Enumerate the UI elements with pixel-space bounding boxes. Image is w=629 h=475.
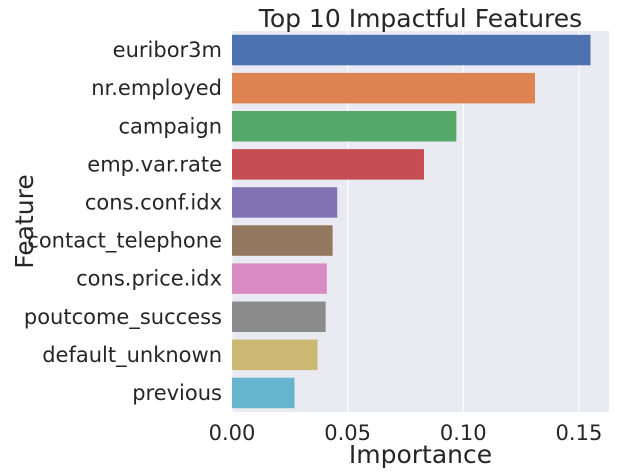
bar-cons-price-idx [232, 263, 327, 294]
bar-cons-conf-idx [232, 187, 338, 218]
x-tick-label: 0.15 [556, 421, 603, 445]
bar-euribor3m [232, 34, 591, 66]
y-tick-label: cons.price.idx [76, 267, 222, 291]
bar-previous [232, 377, 295, 409]
bar-poutcome-success [232, 301, 326, 332]
y-tick-label: contact_telephone [27, 229, 222, 254]
bar-nr-employed [232, 72, 535, 104]
bar-campaign [232, 111, 457, 142]
chart-title: Top 10 Impactful Features [258, 4, 582, 33]
bars [232, 34, 591, 409]
bar-emp-var-rate [232, 149, 424, 180]
x-axis-label: Importance [349, 440, 492, 469]
y-tick-label: euribor3m [113, 38, 222, 62]
y-tick-label: cons.conf.idx [85, 190, 222, 214]
y-axis-label: Feature [10, 174, 39, 268]
y-tick-label: default_unknown [42, 343, 222, 368]
x-tick-label: 0.00 [209, 421, 256, 445]
y-tick-labels: euribor3m nr.employed campaign emp.var.rate… [24, 38, 222, 405]
y-tick-label: poutcome_success [24, 305, 222, 330]
y-tick-label: emp.var.rate [87, 152, 222, 176]
bar-contact-telephone [232, 225, 333, 256]
y-tick-label: previous [132, 381, 222, 405]
x-tick-label: 0.10 [440, 421, 487, 445]
x-tick-label: 0.05 [324, 421, 371, 445]
y-tick-label: nr.employed [91, 76, 222, 100]
y-tick-label: campaign [118, 114, 222, 138]
x-tick-labels: 0.00 0.05 0.10 0.15 [209, 421, 603, 445]
bar-default-unknown [232, 339, 318, 371]
